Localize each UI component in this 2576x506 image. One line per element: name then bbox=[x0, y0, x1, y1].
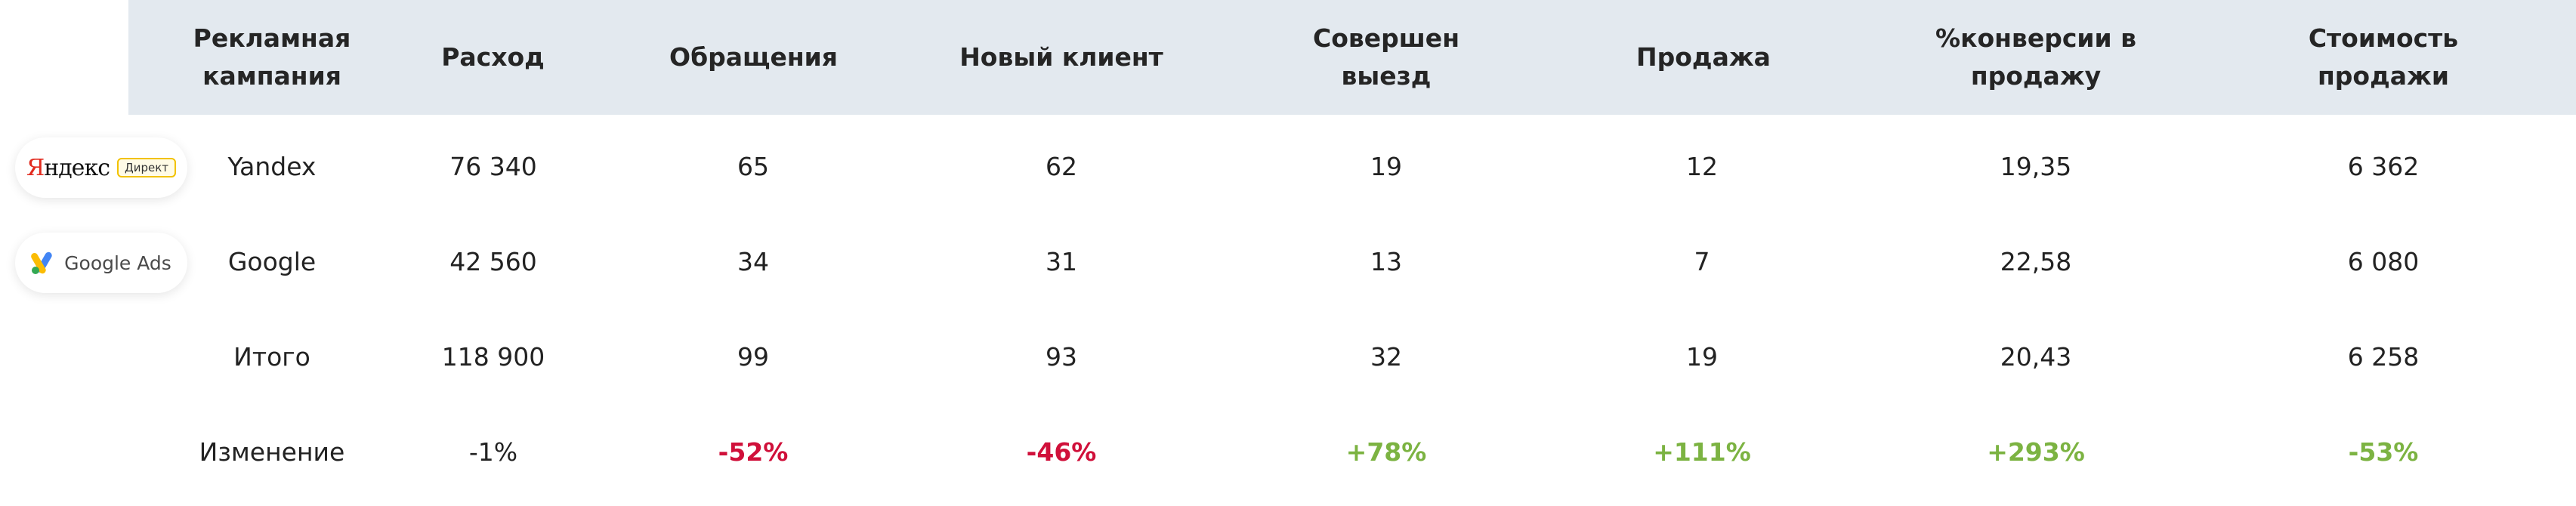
cell-sale-cost: 6 080 bbox=[2347, 247, 2420, 276]
table-header bbox=[128, 0, 2576, 115]
change-visit: +78% bbox=[1345, 437, 1427, 467]
change-sale-cost: -53% bbox=[2348, 437, 2419, 467]
cell-visit: 19 bbox=[1370, 152, 1402, 181]
header-spend: Расход bbox=[441, 42, 545, 72]
cell-sale-cost: 6 258 bbox=[2347, 342, 2420, 372]
header-campaign: Рекламная кампания bbox=[193, 23, 351, 91]
header-sale-cost: Стоимость продажи bbox=[2308, 23, 2459, 91]
change-requests: -52% bbox=[718, 437, 789, 467]
change-sale: +111% bbox=[1653, 437, 1751, 467]
google-ads-logo: Google Ads bbox=[15, 233, 187, 293]
row-name-google: Google bbox=[227, 247, 317, 276]
header-conversion: %конверсии в продажу bbox=[1935, 23, 2136, 91]
cell-requests: 34 bbox=[737, 247, 769, 276]
cell-new-client: 62 bbox=[1046, 152, 1077, 181]
cell-spend: 42 560 bbox=[449, 247, 537, 276]
header-requests: Обращения bbox=[669, 42, 838, 72]
header-sale: Продажа bbox=[1636, 42, 1771, 72]
row-name-yandex: Yandex bbox=[227, 152, 317, 181]
yandex-wordmark: Яндекс bbox=[26, 154, 110, 181]
row-name-total: Итого bbox=[233, 342, 310, 372]
google-ads-wordmark: Google Ads bbox=[64, 251, 171, 274]
cell-visit: 13 bbox=[1370, 247, 1402, 276]
cell-requests: 99 bbox=[737, 342, 769, 372]
google-ads-icon bbox=[31, 251, 52, 274]
cell-new-client: 93 bbox=[1046, 342, 1077, 372]
cell-conversion: 20,43 bbox=[2000, 342, 2072, 372]
header-visit-done: Совершен выезд bbox=[1312, 23, 1459, 91]
cell-new-client: 31 bbox=[1046, 247, 1077, 276]
change-new-client: -46% bbox=[1026, 437, 1097, 467]
cell-conversion: 22,58 bbox=[2000, 247, 2072, 276]
row-name-change: Изменение bbox=[199, 437, 345, 467]
yandex-direct-logo: Яндекс Директ bbox=[15, 137, 187, 198]
cell-sale-cost: 6 362 bbox=[2347, 152, 2420, 181]
direct-badge: Директ bbox=[117, 158, 177, 177]
cell-sale: 7 bbox=[1694, 247, 1710, 276]
header-new-client: Новый клиент bbox=[959, 42, 1163, 72]
cell-spend: 118 900 bbox=[441, 342, 545, 372]
cell-sale: 19 bbox=[1686, 342, 1718, 372]
change-conversion: +293% bbox=[1987, 437, 2085, 467]
cell-requests: 65 bbox=[737, 152, 769, 181]
cell-visit: 32 bbox=[1370, 342, 1402, 372]
change-spend: -1% bbox=[468, 437, 518, 467]
cell-conversion: 19,35 bbox=[2000, 152, 2072, 181]
cell-sale: 12 bbox=[1686, 152, 1718, 181]
cell-spend: 76 340 bbox=[449, 152, 537, 181]
